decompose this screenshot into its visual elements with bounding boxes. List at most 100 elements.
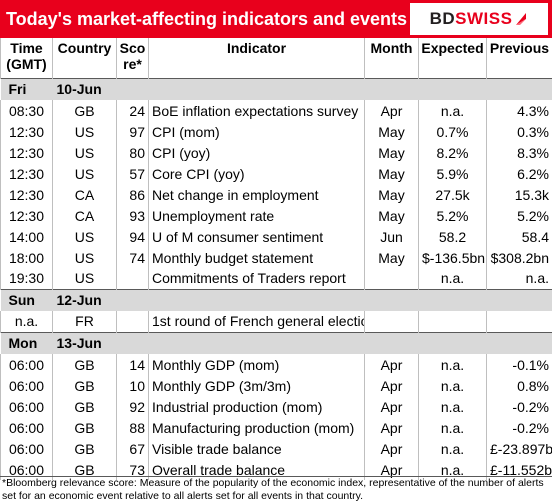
table-row: 06:00 GB 67 Visible trade balance Apr n.a. £-2… (0, 438, 552, 459)
cell-month (364, 311, 419, 332)
indicators-table: Time (GMT) Country Sco re* Indicator Month… (0, 38, 552, 480)
cell-indicator: Commitments of Traders report (148, 268, 365, 289)
cell-indicator: 1st round of French general election (148, 311, 365, 332)
col-header-previous: Previous (486, 38, 552, 78)
cell-previous: 8.3% (486, 142, 552, 163)
table-row: 19:30 US Commitments of Traders report n.a.… (0, 268, 552, 289)
cell-indicator: Visible trade balance (148, 438, 365, 459)
cell-expected: n.a. (418, 396, 487, 417)
cell-expected: n.a. (418, 375, 487, 396)
cell-score: 14 (116, 354, 149, 375)
cell-score: 94 (116, 226, 149, 247)
cell-indicator: CPI (mom) (148, 121, 365, 142)
title-bar: Today's market-affecting indicators and … (0, 0, 552, 38)
col-header-month: Month (364, 38, 419, 78)
col-header-expected: Expected (418, 38, 487, 78)
cell-score: 10 (116, 375, 149, 396)
cell-score: 93 (116, 205, 149, 226)
cell-expected: n.a. (418, 459, 487, 480)
cell-score: 67 (116, 438, 149, 459)
cell-indicator: CPI (yoy) (148, 142, 365, 163)
footnote: *Bloomberg relevance score: Measure of t… (0, 476, 552, 504)
table-row: 06:00 GB 10 Monthly GDP (3m/3m) Apr n.a. 0.8% (0, 375, 552, 396)
cell-expected: 8.2% (418, 142, 487, 163)
cell-time: 12:30 (0, 184, 53, 205)
table-header-row: Time (GMT) Country Sco re* Indicator Month… (0, 38, 552, 78)
cell-indicator: Monthly GDP (3m/3m) (148, 375, 365, 396)
day-date: 10-Jun (52, 77, 149, 100)
day-header-row: Sun 12-Jun (0, 288, 552, 311)
table-row: 06:00 GB 92 Industrial production (mom) Apr n… (0, 396, 552, 417)
cell-score: 74 (116, 247, 149, 268)
cell-country: US (52, 121, 117, 142)
cell-time: 12:30 (0, 121, 53, 142)
cell-indicator: Manufacturing production (mom) (148, 417, 365, 438)
cell-time: 06:00 (0, 438, 53, 459)
cell-time: 18:00 (0, 247, 53, 268)
cell-country: GB (52, 438, 117, 459)
page-title: Today's market-affecting indicators and … (6, 8, 408, 29)
cell-indicator: Monthly budget statement (148, 247, 365, 268)
cell-country: GB (52, 459, 117, 480)
table-row: 12:30 US 97 CPI (mom) May 0.7% 0.3% (0, 121, 552, 142)
cell-previous: -0.2% (486, 417, 552, 438)
cell-expected: 5.9% (418, 163, 487, 184)
cell-country: GB (52, 100, 117, 121)
cell-previous: £-23.897bn (486, 438, 552, 459)
cell-country: GB (52, 396, 117, 417)
cell-indicator: Net change in employment (148, 184, 365, 205)
table-body: Fri 10-Jun 08:30 GB 24 BoE inflation expectat… (0, 77, 552, 480)
day-name: Mon (0, 331, 53, 354)
table-row: 18:00 US 74 Monthly budget statement May $-13… (0, 247, 552, 268)
cell-expected: 0.7% (418, 121, 487, 142)
cell-month: May (364, 205, 419, 226)
cell-score: 86 (116, 184, 149, 205)
cell-time: 12:30 (0, 163, 53, 184)
cell-time: 06:00 (0, 396, 53, 417)
cell-indicator: BoE inflation expectations survey (148, 100, 365, 121)
cell-time: 06:00 (0, 417, 53, 438)
day-filler (148, 331, 552, 354)
table-row: 06:00 GB 88 Manufacturing production (mom) A… (0, 417, 552, 438)
cell-previous: 58.4 (486, 226, 552, 247)
cell-time: 12:30 (0, 205, 53, 226)
cell-expected: n.a. (418, 354, 487, 375)
cell-previous: 5.2% (486, 205, 552, 226)
cell-score: 24 (116, 100, 149, 121)
day-date: 13-Jun (52, 331, 149, 354)
day-name: Sun (0, 288, 53, 311)
cell-country: CA (52, 205, 117, 226)
cell-expected: n.a. (418, 100, 487, 121)
table-row: 06:00 GB 73 Overall trade balance Apr n.a. £-1… (0, 459, 552, 480)
cell-score: 80 (116, 142, 149, 163)
cell-month: May (364, 121, 419, 142)
cell-expected: 5.2% (418, 205, 487, 226)
cell-previous: 6.2% (486, 163, 552, 184)
cell-month: Apr (364, 354, 419, 375)
cell-previous: £-11.552bn (486, 459, 552, 480)
day-header-row: Mon 13-Jun (0, 331, 552, 354)
cell-expected (418, 311, 487, 332)
col-header-time: Time (GMT) (0, 38, 53, 78)
cell-expected: 27.5k (418, 184, 487, 205)
logo-text: BDSWISS (429, 9, 513, 28)
cell-country: GB (52, 417, 117, 438)
cell-month: May (364, 142, 419, 163)
cell-indicator: Unemployment rate (148, 205, 365, 226)
cell-month: Apr (364, 100, 419, 121)
cell-expected: n.a. (418, 438, 487, 459)
day-filler (148, 77, 552, 100)
cell-expected: $-136.5bn (418, 247, 487, 268)
cell-country: CA (52, 184, 117, 205)
cell-score: 57 (116, 163, 149, 184)
bdswiss-logo: BDSWISS (410, 3, 548, 35)
table-row: 14:00 US 94 U of M consumer sentiment Jun 58.… (0, 226, 552, 247)
cell-indicator: U of M consumer sentiment (148, 226, 365, 247)
cell-country: US (52, 268, 117, 289)
col-header-score: Sco re* (116, 38, 149, 78)
cell-previous: 15.3k (486, 184, 552, 205)
day-filler (148, 288, 552, 311)
logo-arrow-icon (516, 13, 527, 25)
cell-indicator: Core CPI (yoy) (148, 163, 365, 184)
cell-month: Apr (364, 438, 419, 459)
